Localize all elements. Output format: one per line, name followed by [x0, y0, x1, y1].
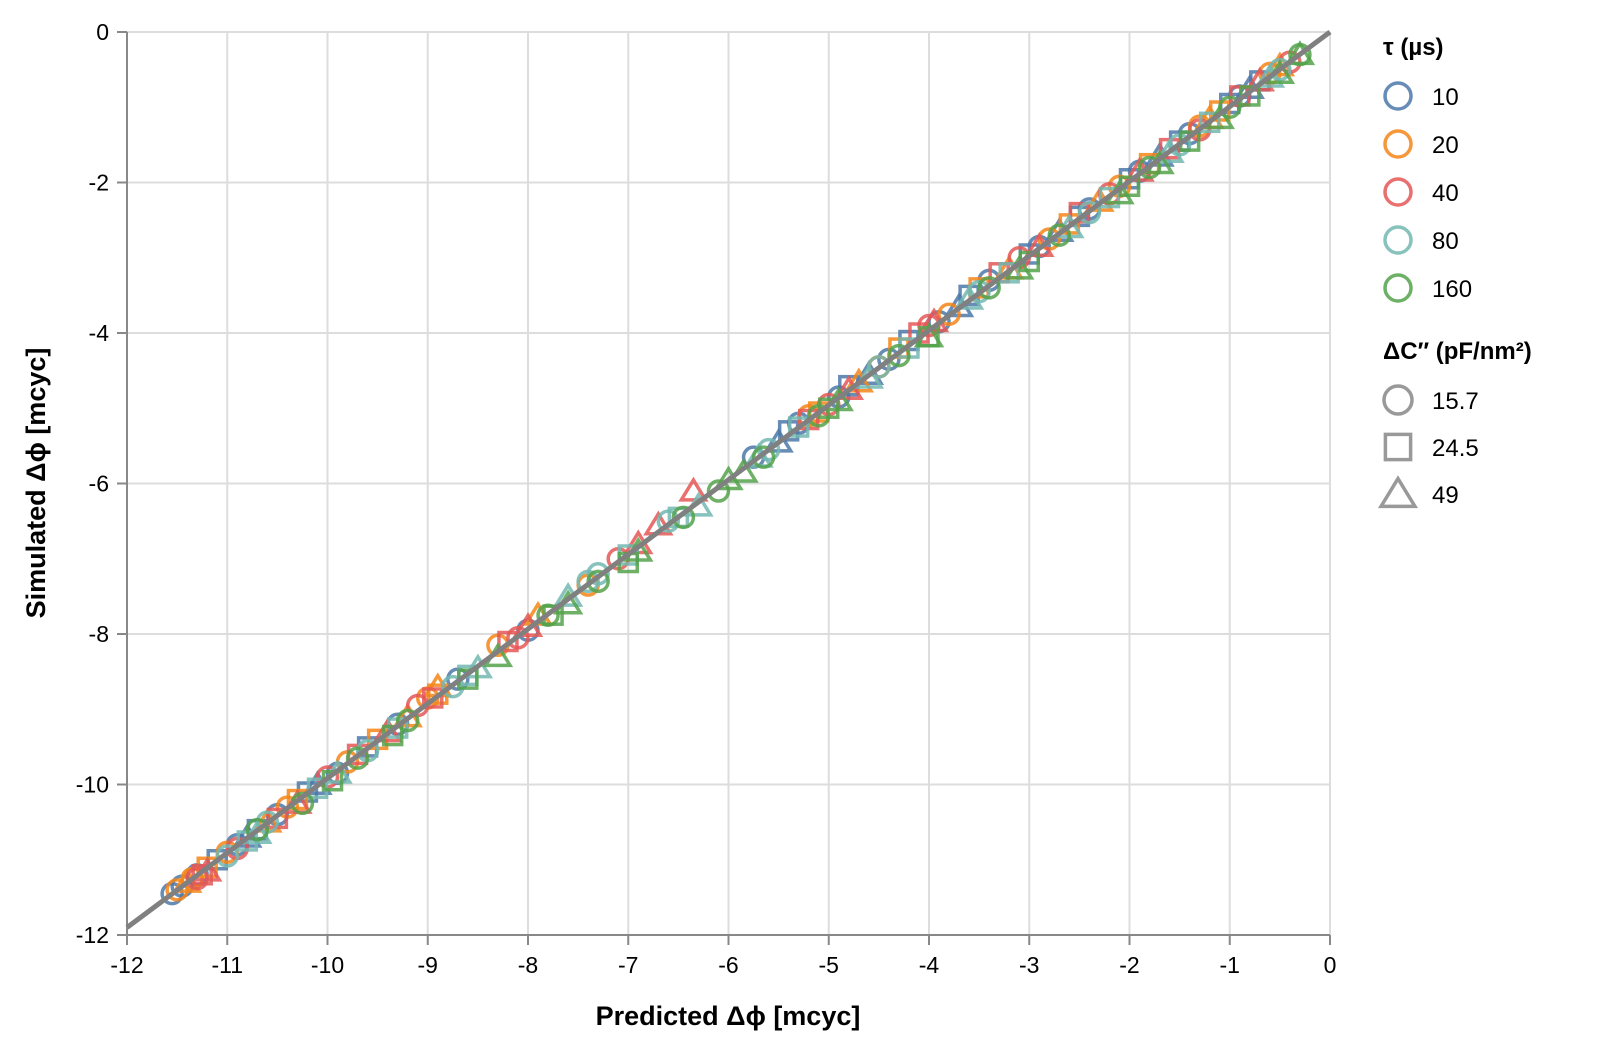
x-tick-label: 0	[1324, 952, 1337, 978]
x-tick-label: -1	[1220, 952, 1240, 978]
legend-color-title: τ (µs)	[1383, 34, 1444, 61]
y-tick-label: -6	[89, 471, 109, 497]
y-tick-label: -10	[76, 772, 109, 798]
x-tick-label: -7	[618, 952, 638, 978]
data-point	[787, 416, 810, 438]
data-point	[1047, 223, 1072, 247]
data-point	[1077, 200, 1102, 225]
data-point	[937, 302, 961, 326]
data-point	[345, 746, 370, 770]
data-point	[751, 445, 776, 469]
legend-color-symbol	[1383, 129, 1413, 159]
y-tick-label: -8	[89, 621, 109, 647]
x-tick-label: -2	[1119, 952, 1139, 978]
x-tick-label: -10	[311, 952, 344, 978]
legend-color-label: 40	[1432, 180, 1459, 207]
x-tick-label: -3	[1019, 952, 1039, 978]
x-tick-label: -9	[418, 952, 438, 978]
x-axis-title: Predicted Δϕ [mcyc]	[596, 1001, 861, 1031]
data-point	[1137, 155, 1162, 180]
data-point	[1098, 186, 1121, 209]
x-tick-label: -8	[518, 952, 538, 978]
legend-shape-symbol	[1377, 475, 1419, 509]
legend-shape-symbol	[1382, 384, 1414, 416]
y-tick-label: 0	[96, 19, 109, 45]
legend-color-symbol	[1383, 177, 1413, 207]
data-point	[586, 562, 610, 586]
data-point	[671, 505, 696, 530]
x-tick-label: -4	[919, 952, 940, 978]
legend-color-label: 160	[1432, 276, 1472, 303]
x-ticks: -12 -11 -10 -9 -8 -7 -6 -5 -4 -3 -2 -1 0	[110, 935, 1336, 978]
legend-shape-symbol	[1383, 432, 1413, 462]
legend-shape: ΔC″ (pF/nm²) 15.7 24.5 49	[1377, 338, 1532, 509]
data-point	[706, 479, 731, 503]
legend-color-symbol	[1383, 225, 1413, 255]
x-tick-label: -5	[819, 952, 839, 978]
data-point	[215, 844, 239, 868]
legend-color-label: 20	[1432, 132, 1459, 159]
legend-color-symbol	[1383, 273, 1413, 303]
y-tick-label: -4	[89, 320, 110, 346]
data-point	[497, 630, 519, 653]
reference-line	[125, 29, 1332, 930]
data-point	[1284, 40, 1316, 66]
legend-color-symbol	[1383, 81, 1413, 111]
data-point	[998, 262, 1020, 284]
data-point	[678, 476, 709, 502]
x-tick-label: -11	[211, 952, 243, 978]
data-point	[1254, 62, 1286, 88]
y-tick-label: -2	[89, 170, 109, 196]
x-tick-label: -6	[718, 952, 738, 978]
legend-shape-label: 15.7	[1432, 388, 1479, 415]
legend-shape-label: 49	[1432, 482, 1459, 509]
legend-shape-title: ΔC″ (pF/nm²)	[1383, 338, 1532, 365]
data-point	[395, 708, 420, 733]
legend-color: τ (µs) 10 20 40 80 160	[1383, 34, 1472, 303]
data-point	[977, 276, 1001, 300]
data-point	[1198, 111, 1221, 134]
legend-color-label: 80	[1432, 228, 1459, 255]
y-tick-label: -12	[76, 922, 109, 948]
legend-shape-label: 24.5	[1432, 435, 1479, 462]
x-tick-label: -12	[110, 952, 143, 978]
y-ticks: 0 -2 -4 -6 -8 -10 -12	[76, 19, 127, 948]
data-point	[887, 343, 911, 368]
legend-color-label: 10	[1432, 84, 1459, 111]
data-point	[422, 687, 444, 709]
data-point	[245, 817, 270, 842]
data-point	[1154, 138, 1185, 163]
y-axis-title: Simulated Δϕ [mcyc]	[21, 348, 51, 619]
